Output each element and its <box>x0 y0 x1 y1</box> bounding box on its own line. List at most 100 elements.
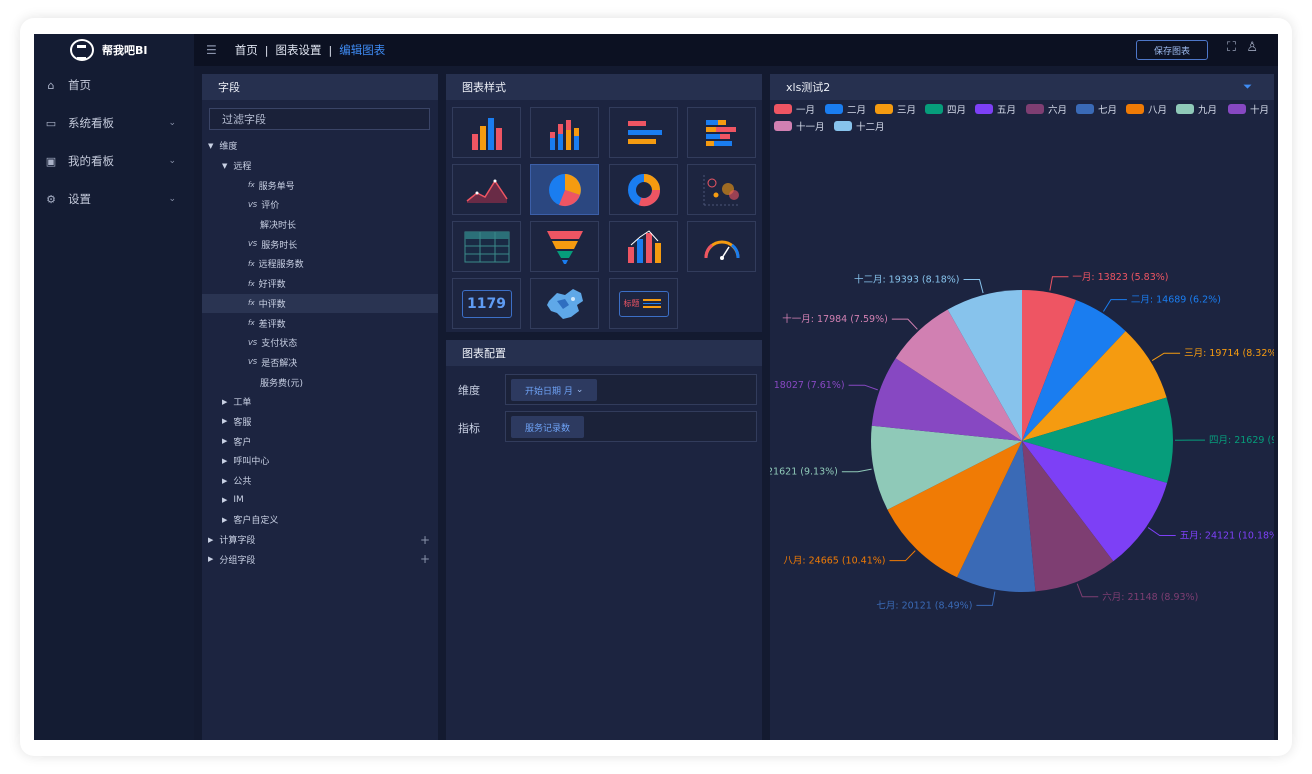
save-chart-button[interactable]: 保存图表 <box>1136 40 1208 60</box>
pie-slice-5[interactable] <box>1022 441 1168 562</box>
caret-down-icon[interactable]: ▼ <box>222 161 228 170</box>
caret-right-icon[interactable]: ▶ <box>222 456 228 465</box>
sidebar-item-settings[interactable]: ⚙ 设置 ⌄ <box>34 180 194 218</box>
legend-item[interactable]: 九月 <box>1176 104 1217 116</box>
field-item[interactable]: VS 评价 <box>202 195 438 215</box>
pie-slice-1[interactable] <box>1022 290 1077 441</box>
brand-logo[interactable]: 帮我吧BI <box>34 34 194 66</box>
legend-item[interactable]: 二月 <box>825 104 866 116</box>
pie-slice-6[interactable] <box>1022 441 1114 592</box>
legend-item[interactable]: 一月 <box>774 104 815 116</box>
chart-type-bubble[interactable] <box>687 164 756 215</box>
chart-type-combo[interactable] <box>609 221 678 272</box>
pie-slice-3[interactable] <box>1022 331 1167 441</box>
chart-type-table[interactable] <box>452 221 521 272</box>
caret-right-icon[interactable]: ▶ <box>222 496 228 505</box>
user-icon[interactable]: ♙ <box>1246 40 1258 55</box>
add-icon[interactable]: + <box>419 532 430 547</box>
caret-right-icon[interactable]: ▶ <box>208 535 214 544</box>
vs-field-icon: VS <box>248 338 258 347</box>
breadcrumb-home[interactable]: 首页 <box>234 43 258 57</box>
sidebar-item-system-dashboard[interactable]: ▭ 系统看板 ⌄ <box>34 104 194 142</box>
field-item[interactable]: fx 远程服务数 <box>202 254 438 274</box>
pie-slice-11[interactable] <box>895 309 1022 441</box>
pie-slice-7[interactable] <box>957 441 1036 592</box>
field-item[interactable]: VS 是否解决 <box>202 353 438 373</box>
legend-item[interactable]: 十月 <box>1228 104 1269 116</box>
dimension-chip[interactable]: 开始日期 月 ⌄ <box>511 379 598 401</box>
chart-type-donut[interactable] <box>609 164 678 215</box>
caret-right-icon[interactable]: ▶ <box>222 437 228 446</box>
legend-item[interactable]: 十一月 <box>774 121 825 133</box>
legend-item[interactable]: 七月 <box>1076 104 1117 116</box>
sidebar-item-my-dashboard[interactable]: ▣ 我的看板 ⌄ <box>34 142 194 180</box>
tree-item-label: 支付状态 <box>261 339 298 350</box>
tree-group[interactable]: ▶ IM <box>202 490 438 510</box>
chart-type-area-line[interactable] <box>452 164 521 215</box>
fullscreen-icon[interactable]: ⛶ <box>1226 40 1236 55</box>
tree-group[interactable]: ▶ 计算字段 + <box>202 530 438 550</box>
legend-item[interactable]: 五月 <box>975 104 1016 116</box>
dimension-drop-zone[interactable]: 开始日期 月 ⌄ <box>505 374 757 405</box>
tree-group[interactable]: ▶ 公共 <box>202 471 438 491</box>
legend-item[interactable]: 六月 <box>1026 104 1067 116</box>
slice-label: 七月: 20121 (8.49%) <box>876 600 972 611</box>
pie-slice-12[interactable] <box>947 290 1022 441</box>
legend-item[interactable]: 八月 <box>1126 104 1167 116</box>
chevron-down-icon: ⌄ <box>168 118 176 128</box>
pie-slice-4[interactable] <box>1022 397 1173 483</box>
tree-group[interactable]: ▶ 客服 <box>202 412 438 432</box>
tree-group[interactable]: ▼ 维度 <box>202 136 438 156</box>
chart-type-pie[interactable] <box>530 164 599 215</box>
field-item[interactable]: VS 服务时长 <box>202 234 438 254</box>
legend-item[interactable]: 十二月 <box>834 121 885 133</box>
breadcrumb-chart-settings[interactable]: 图表设置 <box>275 43 322 57</box>
legend-item[interactable]: 四月 <box>925 104 966 116</box>
chart-type-stacked-bar[interactable] <box>530 107 599 158</box>
metric-chip[interactable]: 服务记录数 <box>511 416 585 438</box>
menu-toggle-icon[interactable]: ☰ <box>206 43 217 57</box>
tree-group[interactable]: ▼ 远程 <box>202 156 438 176</box>
field-item[interactable]: 解决时长 <box>202 215 438 235</box>
tree-group[interactable]: ▶ 客户 <box>202 431 438 451</box>
field-item[interactable]: VS 支付状态 <box>202 333 438 353</box>
chart-type-map[interactable] <box>530 278 599 329</box>
filter-icon[interactable]: ⏷ <box>1243 80 1252 93</box>
chart-type-funnel[interactable] <box>530 221 599 272</box>
chart-type-text-card[interactable]: 标题 <box>609 278 678 329</box>
slice-leader-line <box>889 550 916 562</box>
add-icon[interactable]: + <box>419 552 430 567</box>
caret-right-icon[interactable]: ▶ <box>222 515 228 524</box>
caret-down-icon[interactable]: ▼ <box>208 141 214 150</box>
chart-type-bar[interactable] <box>452 107 521 158</box>
field-item[interactable]: fx 好评数 <box>202 274 438 294</box>
caret-right-icon[interactable]: ▶ <box>222 417 228 426</box>
chart-styles-panel: 图表样式 <box>446 74 762 332</box>
field-item[interactable]: fx 中评数 <box>202 293 438 314</box>
pie-slice-10[interactable] <box>871 358 1022 441</box>
chart-type-horizontal-bar[interactable] <box>609 107 678 158</box>
app: 帮我吧BI ⌂ 首页 ▭ 系统看板 ⌄ ▣ 我的看板 ⌄ ⚙ 设置 ⌄ ☰ 首页… <box>34 34 1278 740</box>
pie-slice-8[interactable] <box>887 441 1022 578</box>
tree-item-label: 服务费(元) <box>260 378 304 389</box>
legend-item[interactable]: 三月 <box>875 104 916 116</box>
filter-fields-input[interactable]: 过滤字段 <box>209 108 430 130</box>
caret-right-icon[interactable]: ▶ <box>222 476 228 485</box>
tree-group[interactable]: ▶ 呼叫中心 <box>202 451 438 471</box>
caret-right-icon[interactable]: ▶ <box>222 397 228 406</box>
tree-group[interactable]: ▶ 工单 <box>202 392 438 412</box>
slice-label: 三月: 19714 (8.32%) <box>1184 348 1274 359</box>
caret-right-icon[interactable]: ▶ <box>208 555 214 564</box>
tree-group[interactable]: ▶ 客户自定义 <box>202 510 438 530</box>
field-item[interactable]: 服务费(元) <box>202 372 438 392</box>
chart-type-gauge[interactable] <box>687 221 756 272</box>
sidebar-item-home[interactable]: ⌂ 首页 <box>34 66 194 104</box>
field-item[interactable]: fx 服务单号 <box>202 175 438 195</box>
pie-slice-9[interactable] <box>871 425 1022 510</box>
pie-slice-2[interactable] <box>1022 300 1126 441</box>
field-item[interactable]: fx 差评数 <box>202 313 438 333</box>
chart-type-stacked-horizontal-bar[interactable] <box>687 107 756 158</box>
tree-group[interactable]: ▶ 分组字段 + <box>202 549 438 569</box>
metric-drop-zone[interactable]: 服务记录数 <box>505 411 757 442</box>
chart-type-number-card[interactable]: 1179 <box>452 278 521 329</box>
